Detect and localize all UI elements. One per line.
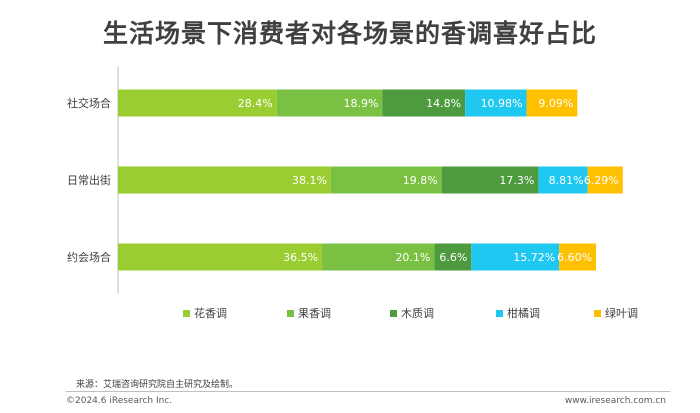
bar-segment — [118, 243, 323, 271]
data-label: 6.29% — [584, 174, 619, 187]
legend-label: 果香调 — [298, 307, 331, 320]
data-label: 36.5% — [283, 251, 318, 264]
data-label: 38.1% — [292, 174, 327, 187]
bar-segment — [118, 89, 277, 117]
data-label: 6.6% — [439, 251, 467, 264]
bar-segment — [118, 166, 331, 194]
bar-segment — [276, 89, 383, 117]
data-label: 9.09% — [538, 97, 573, 110]
data-label: 28.4% — [238, 97, 273, 110]
footer-divider — [66, 391, 670, 392]
data-label: 20.1% — [395, 251, 430, 264]
bar-segment — [587, 166, 623, 194]
data-label: 14.8% — [426, 97, 461, 110]
data-label: 18.9% — [343, 97, 378, 110]
copyright-text: ©2024.6 iResearch Inc. — [66, 396, 173, 406]
bar-segment — [382, 89, 466, 117]
data-label: 6.60% — [557, 251, 592, 264]
data-label: 10.98% — [481, 97, 523, 110]
bar-segment — [434, 243, 472, 271]
source-note: 来源：艾瑞咨询研究院自主研究及绘制。 — [76, 380, 239, 390]
legend-label: 绿叶调 — [605, 306, 638, 320]
bar-segment — [465, 89, 527, 117]
legend-swatch — [390, 310, 397, 317]
category-label: 日常出街 — [67, 173, 111, 187]
bar-segment — [330, 166, 442, 194]
category-label: 约会场合 — [67, 250, 111, 264]
data-label: 8.81% — [549, 174, 584, 187]
bar-segment — [559, 243, 597, 271]
legend-swatch — [594, 310, 601, 317]
legend-label: 柑橘调 — [507, 306, 540, 320]
bar-segment — [526, 89, 578, 117]
data-label: 15.72% — [513, 251, 555, 264]
chart-title: 生活场景下消费者对各场景的香调喜好占比 — [102, 19, 597, 48]
bar-segment — [322, 243, 435, 271]
legend-swatch — [496, 310, 503, 317]
stacked-bar-chart: 社交场合 28.4% 18.9% 14.8% 10.98% 9.09% 日常出街 38.1% 1… — [67, 66, 638, 320]
bar-segment — [471, 243, 560, 271]
legend-swatch — [183, 310, 190, 317]
data-label: 19.8% — [403, 174, 438, 187]
bar-segment — [441, 166, 539, 194]
category-label: 社交场合 — [67, 96, 111, 110]
website-url: www.iresearch.com.cn — [564, 396, 666, 406]
bar-segment — [538, 166, 588, 194]
data-label: 17.3% — [499, 174, 534, 187]
legend-label: 木质调 — [401, 307, 434, 320]
legend-label: 花香调 — [194, 307, 227, 320]
legend-swatch — [287, 310, 294, 317]
